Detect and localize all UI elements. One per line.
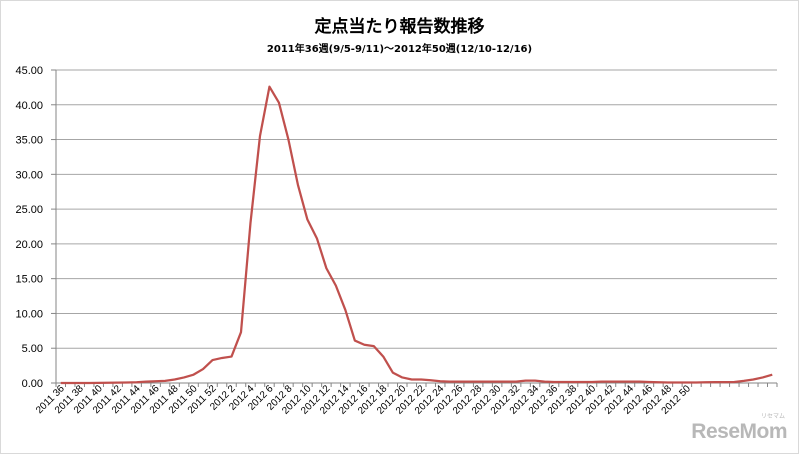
y-tick-label: 10.00 <box>15 308 43 320</box>
y-tick-label: 30.00 <box>15 169 43 181</box>
series-line <box>60 85 773 385</box>
watermark-kana: リセマム <box>760 413 785 420</box>
y-tick-label: 20.00 <box>15 239 43 251</box>
y-axis: 0.00 5.00 10.00 15.00 20.00 25.00 30.00 35.00 40… <box>15 65 57 390</box>
series <box>60 85 773 385</box>
y-tick-label: 35.00 <box>15 135 43 147</box>
y-tick-label: 45.00 <box>15 65 43 77</box>
chart-subtitle: 2011年36週(9/5-9/11)～2012年50週(12/10-12/16) <box>266 44 533 55</box>
watermark-logo: ReseMom <box>691 420 787 443</box>
y-tick-label: 5.00 <box>22 343 43 355</box>
chart-title: 定点当たり報告数推移 <box>314 17 485 37</box>
gridlines <box>56 69 777 384</box>
y-tick-label: 15.00 <box>15 274 43 286</box>
y-tick-label: 0.00 <box>22 378 43 390</box>
y-tick-label: 25.00 <box>15 204 43 216</box>
y-tick-label: 40.00 <box>15 100 43 112</box>
